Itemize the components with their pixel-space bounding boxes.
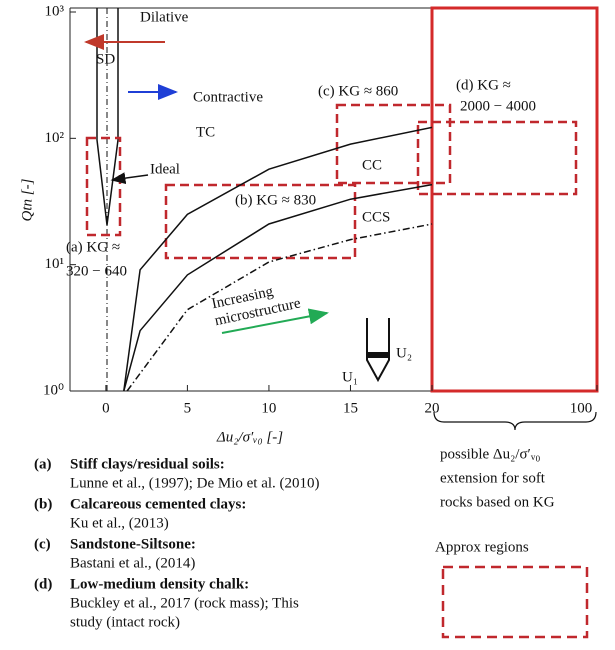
legend-ref: Buckley et al., 2017 (rock mass); This [70,595,299,611]
extension-region [432,8,597,391]
annotation: rocks based on KG [440,494,555,510]
legend-key: (a) [34,456,52,472]
x-tick-label: 0 [102,400,110,416]
annotation: 320 − 640 [66,263,127,279]
figure: 10⁰ 10¹ 10² 10³ 0 5 10 15 20 100 Δu₂/σ′ᵥ₀ [-] Qtn [… [0,0,615,650]
extension-tick-label: 20 [425,400,440,416]
annotation: 2000 − 4000 [460,98,536,114]
x-tick-label: 15 [343,400,358,416]
legend-title: Stiff clays/residual soils: [70,456,225,472]
probe-sketch [367,318,389,380]
annotation: U₂ [396,345,412,361]
annotation: TC [196,124,215,140]
annotation: Ideal [150,161,180,177]
annotation: Contractive [193,89,263,105]
y-tick-label: 10² [45,130,65,146]
annotation: Approx regions [435,539,529,555]
legend-title: Sandstone-Siltsone: [70,536,196,552]
y-axis-label: Qtn [-] [19,178,35,221]
annotation: possible Δu₂/σ′ᵥ₀ [440,446,540,462]
legend-key: (d) [34,576,52,592]
probe-filter [366,352,390,358]
y-tick-label: 10¹ [45,256,65,272]
annotation: (b) KG ≈ 830 [235,192,316,208]
x-tick-label: 5 [184,400,192,416]
annotation: extension for soft [440,470,546,486]
annotation: (a) KG ≈ [66,239,120,255]
extension-tick-label: 100 [570,400,593,416]
legend-ref: Lunne et al., (1997); De Mio et al. (201… [70,475,320,491]
region-a [87,138,120,235]
x-tick-label: 10 [261,400,276,416]
x-axis-label: Δu₂/σ′ᵥ₀ [-] [216,429,283,445]
legend-key: (b) [34,496,52,512]
legend-region-swatch [443,567,587,637]
y-tick-label: 10⁰ [43,382,64,398]
legend-title: Calcareous cemented clays: [70,496,246,512]
legend-ref: Ku et al., (2013) [70,515,169,531]
annotation: (d) KG ≈ [456,77,511,93]
annotation: CC [362,157,382,173]
legend-title: Low-medium density chalk: [70,576,249,592]
annotation: (c) KG ≈ 860 [318,83,398,99]
ideal-arrow [112,175,148,180]
y-tick-label: 10³ [45,3,65,19]
annotation: CCS [362,209,390,225]
page: 10⁰ 10¹ 10² 10³ 0 5 10 15 20 100 Δu₂/σ′ᵥ₀ [-] Qtn [… [0,0,615,650]
legend-key: (c) [34,536,51,552]
legend-ref: Bastani et al., (2014) [70,555,195,571]
legend-ref: study (intact rock) [70,614,180,630]
annotation: U₁ [342,369,358,385]
annotation: SD [96,51,115,67]
annotation: Dilative [140,9,189,25]
